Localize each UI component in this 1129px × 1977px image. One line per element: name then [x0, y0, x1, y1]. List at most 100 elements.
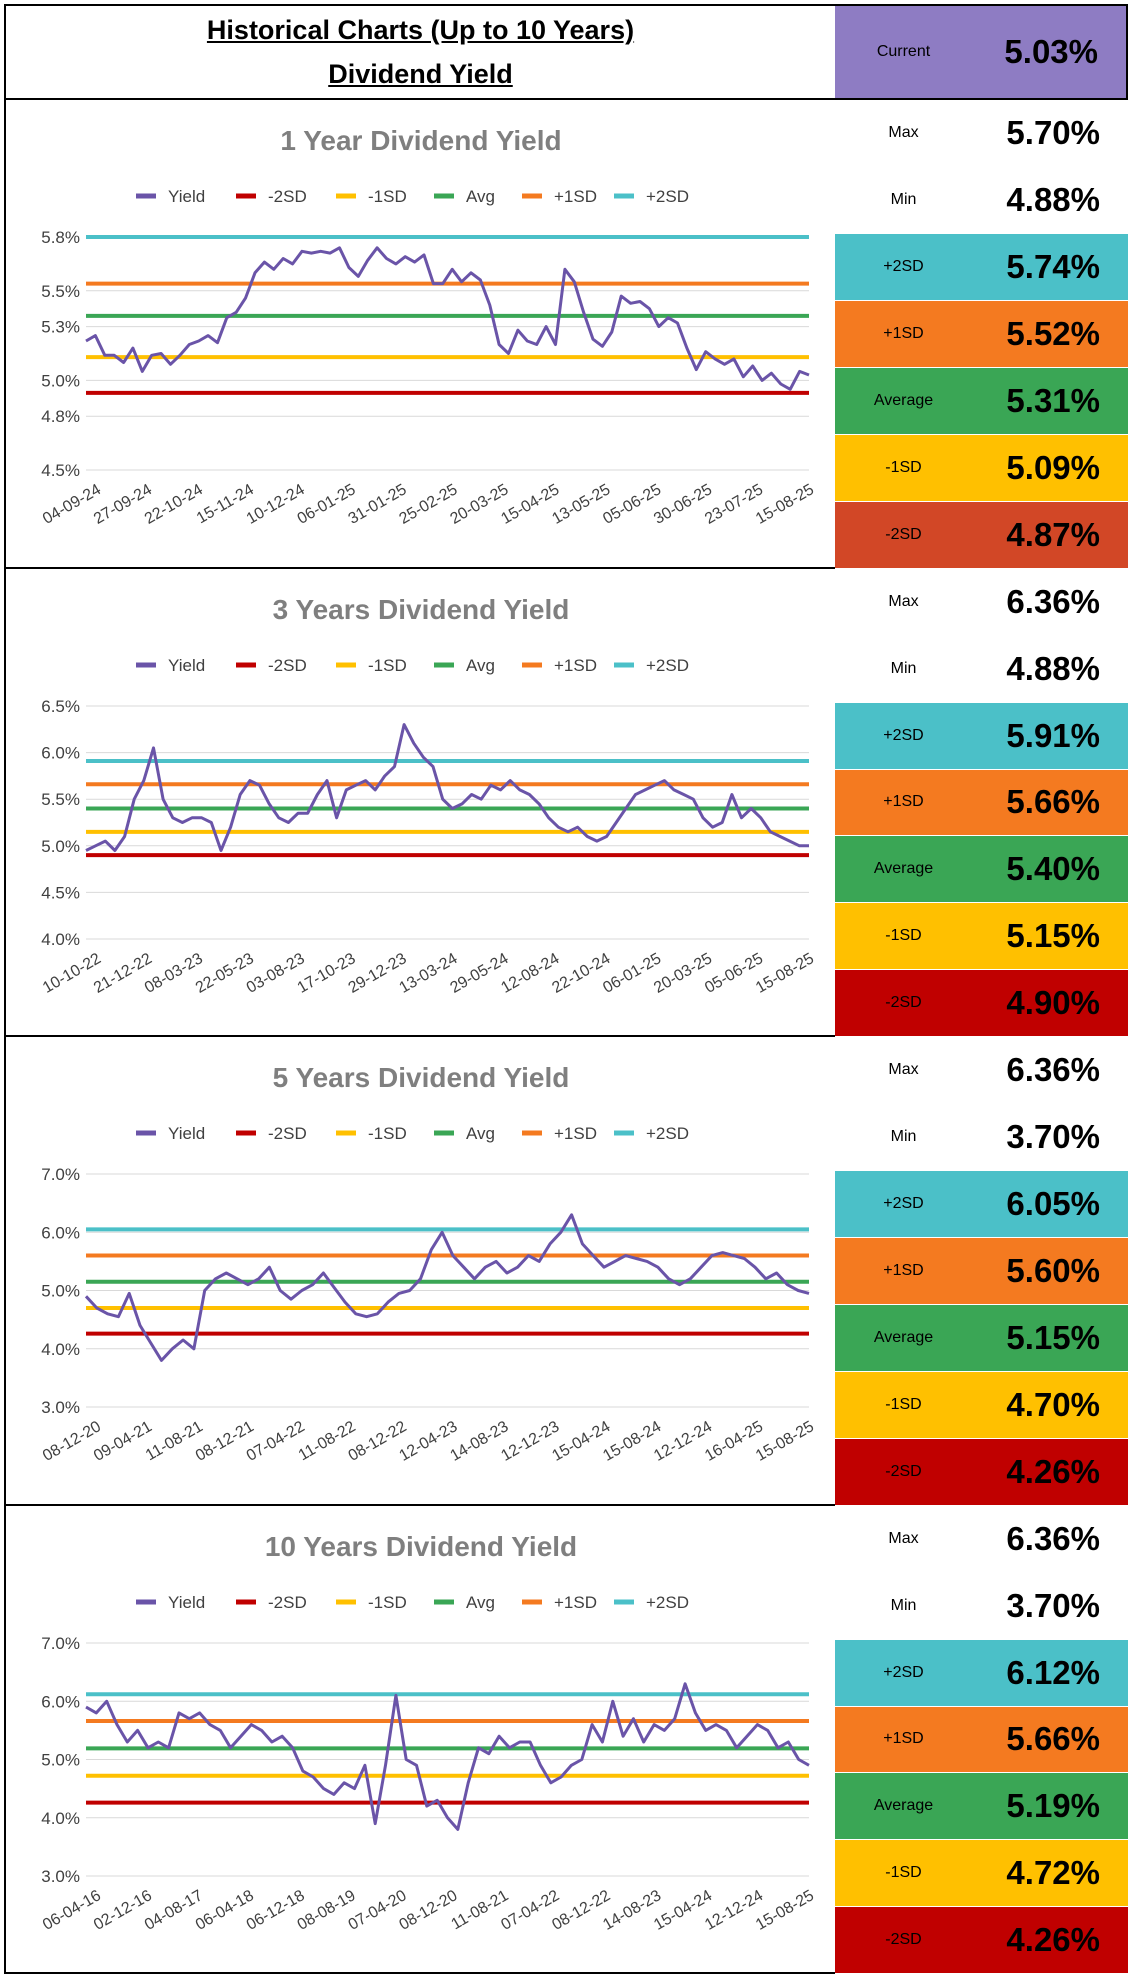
y-tick-label: 5.0%: [41, 1751, 80, 1770]
stat-value: 5.31%: [1006, 382, 1100, 419]
stat-value: 5.19%: [1006, 1787, 1100, 1825]
x-tick-label: 07-04-22: [244, 1418, 308, 1465]
chart-svg: 10 Years Dividend Yield Yield -2SD -1SD Avg +…: [40, 1531, 817, 1934]
stat-value: 5.15%: [1006, 1319, 1100, 1356]
stat-label: Min: [890, 659, 917, 677]
svg-text:-2SD: -2SD: [268, 656, 307, 675]
x-tick-label: 15-08-25: [753, 481, 817, 528]
svg-text:Avg: Avg: [466, 1124, 495, 1143]
chart-svg: 1 Year Dividend Yield Yield -2SD -1SD Avg +1S…: [40, 125, 817, 528]
legend-item--2sd: +2SD: [614, 1593, 689, 1612]
stat-value: 4.88%: [1006, 649, 1100, 687]
y-tick-label: 5.5%: [41, 790, 80, 809]
legend-item--1sd: +1SD: [522, 656, 597, 675]
stat-cell-minus1: -1SD 5.15%: [835, 903, 1128, 971]
legend-item-yield: Yield: [136, 656, 205, 675]
stat-value: 5.40%: [1006, 850, 1100, 888]
stat-value: 5.70%: [1006, 114, 1100, 151]
svg-text:-1SD: -1SD: [368, 187, 407, 206]
legend-item--1sd: -1SD: [336, 1124, 407, 1143]
stat-label: -1SD: [885, 927, 922, 945]
stat-cell-min: Min 3.70%: [835, 1104, 1128, 1171]
stat-cell-plus2: +2SD 6.12%: [835, 1639, 1128, 1707]
svg-text:+1SD: +1SD: [554, 656, 597, 675]
svg-text:+2SD: +2SD: [646, 1593, 689, 1612]
stat-value: 5.66%: [1006, 783, 1100, 821]
stat-label: +2SD: [883, 258, 924, 275]
stat-value: 5.52%: [1006, 315, 1100, 352]
stat-label: Min: [890, 1128, 917, 1145]
stat-label: Max: [888, 1529, 919, 1547]
stat-value: 4.70%: [1006, 1386, 1100, 1423]
y-tick-label: 6.0%: [41, 744, 80, 763]
legend-item--1sd: +1SD: [522, 187, 597, 206]
y-tick-label: 3.0%: [41, 1867, 80, 1886]
stat-label: -1SD: [885, 1396, 922, 1413]
chart-panel-3: 5 Years Dividend Yield Yield -2SD -1SD Avg +1…: [4, 1037, 836, 1506]
stat-cell-plus1: +1SD 5.66%: [835, 1706, 1128, 1774]
chart-title: 10 Years Dividend Yield: [265, 1531, 577, 1562]
svg-text:Avg: Avg: [466, 187, 495, 206]
stat-value: 4.26%: [1006, 1453, 1100, 1490]
svg-text:+2SD: +2SD: [646, 187, 689, 206]
stat-label: Min: [890, 1596, 917, 1614]
stat-cell-plus1: +1SD 5.52%: [835, 301, 1128, 368]
stat-value: 5.60%: [1006, 1252, 1100, 1289]
stat-value: 3.70%: [1006, 1586, 1100, 1624]
x-tick-label: 15-08-25: [753, 950, 817, 997]
stat-cell-plus2: +2SD 5.91%: [835, 702, 1128, 770]
legend-item--2sd: +2SD: [614, 656, 689, 675]
legend-item-avg: Avg: [434, 1593, 495, 1612]
stat-label: Average: [873, 392, 934, 409]
stat-label: +2SD: [883, 1663, 924, 1681]
stat-cell-max: Max 5.70%: [835, 100, 1128, 167]
stat-value: 4.87%: [1006, 516, 1100, 553]
stat-cell-plus1: +1SD 5.66%: [835, 769, 1128, 837]
stat-cell-plus2: +2SD 6.05%: [835, 1171, 1128, 1238]
legend-item--2sd: -2SD: [236, 187, 307, 206]
legend-item-avg: Avg: [434, 656, 495, 675]
y-tick-label: 5.0%: [41, 1282, 80, 1301]
chart-title: 1 Year Dividend Yield: [280, 125, 561, 156]
y-tick-label: 5.0%: [41, 371, 80, 390]
stat-label: +1SD: [883, 325, 924, 342]
y-tick-label: 4.5%: [41, 883, 80, 902]
stat-cell-max: Max 6.36%: [835, 1037, 1128, 1104]
stat-value: 4.88%: [1006, 181, 1100, 218]
y-tick-label: 4.0%: [41, 1809, 80, 1828]
yield-series-line: [84, 1213, 810, 1362]
stat-cell-min: Min 3.70%: [835, 1572, 1128, 1640]
stat-value: 3.70%: [1006, 1118, 1100, 1155]
stat-value: 6.05%: [1006, 1185, 1100, 1222]
stat-cell-minus2: -2SD 4.90%: [835, 970, 1128, 1037]
header: Historical Charts (Up to 10 Years) Divid…: [4, 4, 836, 100]
y-tick-label: 6.0%: [41, 1692, 80, 1711]
chart-title: 3 Years Dividend Yield: [273, 594, 570, 625]
stats-column-4: Max 6.36% Min 3.70% +2SD 6.12% +1SD 5.66% Averag…: [835, 1506, 1128, 1974]
stat-value: 6.36%: [1006, 1519, 1100, 1557]
x-tick-label: 08-12-20: [397, 1887, 461, 1934]
y-tick-label: 3.0%: [41, 1398, 80, 1417]
stat-value: 6.12%: [1006, 1653, 1100, 1691]
stat-cell-avg: Average 5.15%: [835, 1305, 1128, 1372]
stat-cell-max: Max 6.36%: [835, 1506, 1128, 1573]
stat-value: 6.36%: [1006, 582, 1100, 620]
legend-item-avg: Avg: [434, 1124, 495, 1143]
svg-text:Yield: Yield: [168, 656, 205, 675]
y-tick-label: 6.5%: [41, 697, 80, 716]
stat-label: +1SD: [883, 793, 924, 811]
stat-cell-minus2: -2SD 4.87%: [835, 502, 1128, 569]
stat-label: -2SD: [885, 1931, 922, 1949]
stat-label: Max: [888, 592, 919, 610]
x-tick-label: 15-08-25: [753, 1887, 817, 1934]
stat-cell-minus1: -1SD 4.72%: [835, 1840, 1128, 1908]
y-tick-label: 4.8%: [41, 407, 80, 426]
stat-cell-max: Max 6.36%: [835, 569, 1128, 636]
legend-item-avg: Avg: [434, 187, 495, 206]
stat-cell-plus1: +1SD 5.60%: [835, 1238, 1128, 1305]
stat-label: -1SD: [885, 459, 922, 476]
y-tick-label: 7.0%: [41, 1634, 80, 1653]
svg-text:Avg: Avg: [466, 656, 495, 675]
x-tick-label: 15-08-25: [753, 1418, 817, 1465]
chart-svg: 3 Years Dividend Yield Yield -2SD -1SD Avg +1…: [40, 594, 817, 997]
